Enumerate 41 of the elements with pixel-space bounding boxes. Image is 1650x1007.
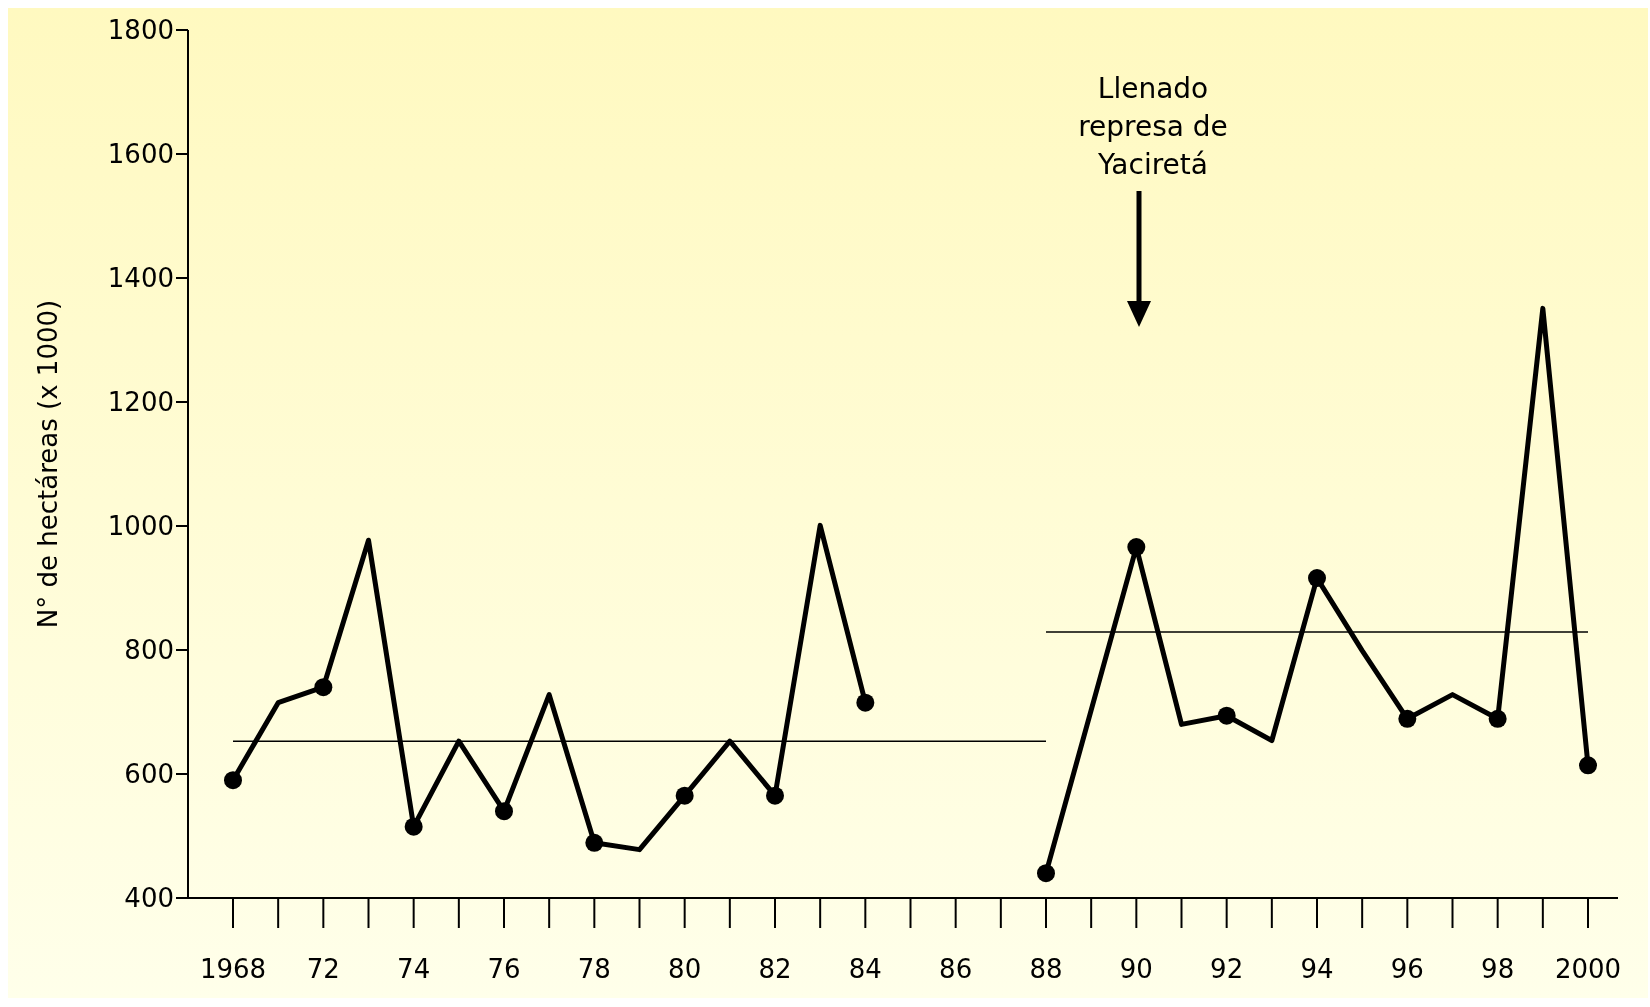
x-tick-label: 2000: [1554, 954, 1622, 985]
point: [224, 771, 242, 790]
annotation: Llenado represa de Yaciretá: [1077, 71, 1229, 183]
y-tick-label: 400: [124, 883, 174, 914]
x-tick-label: 98: [1481, 954, 1515, 985]
y-tick-label: 1200: [107, 387, 174, 418]
x-tick-label: 78: [577, 954, 611, 985]
y-axis-title: N° de hectáreas (x 1000): [33, 299, 64, 629]
x-tick-label: 90: [1119, 954, 1153, 985]
x-tick-label: 92: [1210, 954, 1244, 985]
x-tick-label: 94: [1300, 954, 1334, 985]
y-tick-label: 800: [124, 635, 174, 666]
y-tick-label: 600: [124, 759, 174, 790]
point: [1127, 538, 1146, 557]
point: [1488, 709, 1507, 728]
x-tick-label: 96: [1390, 954, 1424, 985]
y-tick-label: 1000: [107, 511, 174, 542]
point: [404, 817, 423, 836]
point: [1308, 569, 1326, 588]
point: [1579, 756, 1597, 775]
x-tick-label: 1968: [199, 954, 267, 985]
x-tick-label: 82: [758, 954, 792, 985]
point: [495, 802, 513, 821]
y-tick-label: 1800: [107, 15, 174, 46]
point: [856, 693, 875, 712]
x-tick-label: 86: [939, 954, 973, 985]
point: [1037, 864, 1055, 883]
x-tick-label: 76: [487, 954, 521, 985]
point: [675, 786, 694, 805]
y-tick-label: 1400: [107, 263, 174, 294]
point: [1398, 709, 1417, 728]
point: [314, 678, 333, 697]
point: [766, 786, 784, 805]
x-tick-label: 80: [668, 954, 702, 985]
point: [1217, 706, 1236, 725]
y-tick-label: 1600: [107, 139, 174, 170]
x-tick-label: 84: [848, 954, 882, 985]
point: [585, 833, 604, 852]
x-tick-label: 88: [1029, 954, 1063, 985]
x-tick-label: 74: [397, 954, 431, 985]
x-tick-label: 72: [306, 954, 340, 985]
